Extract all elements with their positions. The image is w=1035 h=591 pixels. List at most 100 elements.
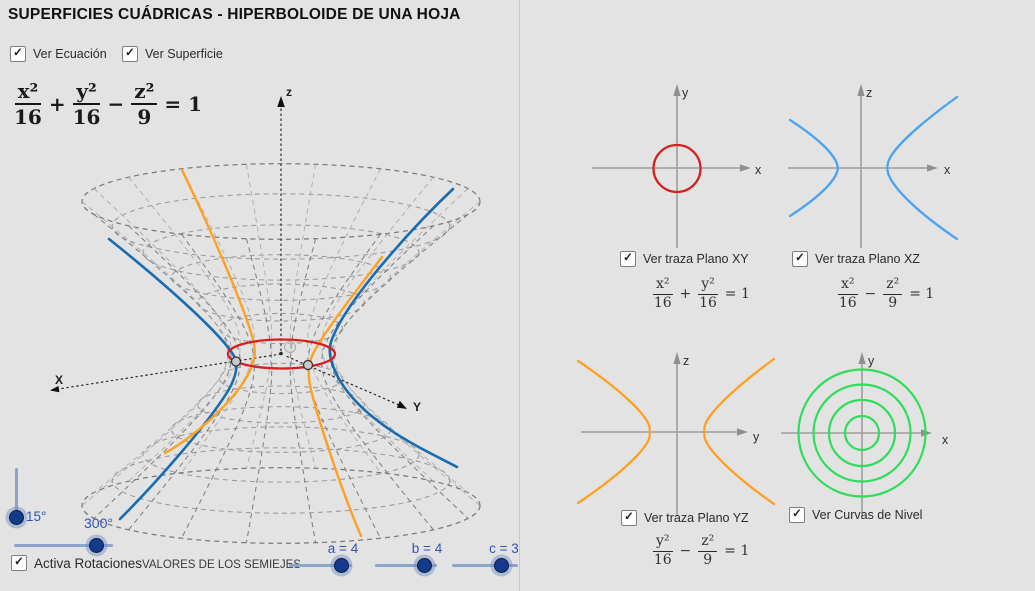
plot-level-curves: y x: [781, 352, 949, 516]
ver-superficie-checkbox[interactable]: ✓: [122, 46, 138, 62]
slider-b-track[interactable]: [375, 564, 437, 567]
y-axis-label: Y: [413, 400, 421, 414]
3d-view-hyperboloid[interactable]: z X Y: [0, 60, 520, 591]
main-eq-den1: 16: [14, 105, 42, 130]
checkmark-icon: ✓: [795, 251, 805, 264]
main-eq-num3: z²: [131, 80, 158, 106]
plot-xy-haxis-label: x: [755, 163, 762, 177]
page-title: SUPERFICIES CUÁDRICAS - HIPERBOLOIDE DE …: [8, 6, 461, 23]
waist-point-y[interactable]: [302, 359, 314, 371]
horizontal-rotation-slider-track[interactable]: [14, 544, 113, 547]
ver-traza-xz-checkbox[interactable]: ✓: [792, 251, 808, 267]
yz-trace-equation: y² 16 − z² 9 = 1: [651, 533, 754, 568]
checkbox-row-activa-rotaciones: ✓ Activa Rotaciones: [11, 555, 142, 571]
yz-eq-rhs: = 1: [724, 543, 750, 560]
slider-a-handle[interactable]: [334, 558, 349, 573]
ver-superficie-label: Ver Superficie: [145, 47, 223, 61]
plot-yz-vaxis-label: z: [683, 354, 689, 368]
level-curve-1: [843, 414, 881, 452]
plot-level-haxis-label: x: [942, 433, 949, 447]
ver-ecuacion-checkbox[interactable]: ✓: [10, 46, 26, 62]
main-equation: x² 16 + y² 16 − z² 9 = 1: [12, 80, 207, 129]
xy-eq-num2: y²: [698, 276, 718, 295]
xy-eq-op: +: [679, 286, 692, 303]
xy-eq-den2: 16: [699, 294, 717, 311]
main-eq-den2: 16: [72, 105, 101, 130]
ver-traza-yz-checkbox[interactable]: ✓: [621, 510, 637, 526]
activa-rotaciones-label: Activa Rotaciones: [34, 555, 143, 571]
xz-hyperbola-right-branch: [886, 95, 959, 241]
checkmark-icon: ✓: [125, 46, 135, 59]
trace-xy-waist-ellipse: [226, 338, 337, 370]
ver-traza-yz-label: Ver traza Plano YZ: [644, 511, 749, 525]
xz-eq-den1: 16: [838, 294, 857, 311]
level-curve-2: [827, 398, 897, 468]
xz-hyperbola-left-branch: [788, 118, 839, 218]
slider-c-track[interactable]: [452, 564, 518, 567]
x-axis-label: X: [55, 373, 63, 387]
level-curve-3: [812, 383, 912, 483]
axis-arrow-up-icon: [673, 84, 681, 96]
z-axis-arrow-icon: [277, 96, 285, 107]
yz-eq-op: −: [679, 543, 692, 560]
plot-yz: z y: [576, 352, 776, 516]
xz-eq-rhs: = 1: [909, 286, 935, 303]
ver-curvas-nivel-checkbox[interactable]: ✓: [789, 507, 805, 523]
yz-hyperbola-right-branch: [703, 357, 776, 506]
ver-ecuacion-label: Ver Ecuación: [33, 47, 107, 61]
vertical-rotation-slider-track[interactable]: [15, 468, 18, 518]
x-axis-line: [51, 353, 282, 391]
main-eq-num2: y²: [73, 80, 100, 106]
yz-eq-den2: 9: [703, 551, 713, 568]
xy-eq-num1: x²: [653, 276, 673, 295]
xz-eq-den2: 9: [888, 294, 898, 311]
vertical-rotation-slider-handle[interactable]: [9, 510, 24, 525]
slider-b-label: b = 4: [411, 541, 443, 556]
activa-rotaciones-checkbox[interactable]: ✓: [11, 555, 27, 571]
plot-yz-haxis-label: y: [753, 430, 760, 444]
main-eq-op2: −: [107, 92, 125, 117]
axis-arrow-right-icon: [740, 164, 751, 172]
plot-xy: y x: [592, 84, 762, 248]
checkbox-row-ver-ecuacion: ✓ Ver Ecuación: [10, 46, 107, 62]
xy-trace-circle: [652, 143, 702, 194]
slider-c-handle[interactable]: [494, 558, 509, 573]
y-axis-arrow-icon: [396, 400, 407, 409]
horizontal-rotation-slider-label: 300°: [84, 515, 113, 531]
z-axis-label: z: [286, 85, 292, 99]
ver-traza-xy-label: Ver traza Plano XY: [643, 252, 749, 266]
horizontal-rotation-slider-handle[interactable]: [89, 538, 104, 553]
yz-eq-num2: z²: [698, 533, 718, 552]
trace-xz-back-branch: [328, 187, 459, 469]
plot-level-vaxis-label: y: [868, 354, 875, 368]
checkbox-row-ver-superficie: ✓ Ver Superficie: [122, 46, 223, 62]
yz-eq-num1: y²: [653, 533, 673, 552]
xy-eq-den1: 16: [653, 294, 672, 311]
axis-arrow-up-icon: [673, 352, 681, 364]
axis-arrow-up-icon: [857, 84, 865, 96]
waist-point-x[interactable]: [230, 356, 242, 367]
xy-eq-rhs: = 1: [724, 286, 750, 303]
ver-curvas-nivel-label: Ver Curvas de Nivel: [812, 508, 923, 522]
x-axis-arrow-icon: [50, 385, 60, 393]
checkmark-icon: ✓: [624, 510, 634, 523]
plot-xz: z x: [788, 84, 959, 248]
xz-eq-op: −: [864, 286, 877, 303]
trace-xz-front-branch: [107, 237, 238, 521]
plot-xy-vaxis-label: y: [682, 86, 689, 100]
trace-yz-back-branch: [163, 168, 256, 455]
yz-hyperbola-left-branch: [576, 359, 651, 505]
xz-eq-num2: z²: [883, 276, 903, 295]
ghost-point: [284, 341, 296, 353]
slider-a-track[interactable]: [289, 564, 352, 567]
ver-traza-xy-checkbox[interactable]: ✓: [620, 251, 636, 267]
checkmark-icon: ✓: [14, 555, 24, 568]
slider-b-handle[interactable]: [417, 558, 432, 573]
ver-traza-xz-label: Ver traza Plano XZ: [815, 252, 920, 266]
xy-trace-equation: x² 16 + y² 16 = 1: [651, 276, 755, 311]
trace-yz-front-branch: [307, 255, 384, 538]
axis-arrow-right-icon: [737, 428, 748, 436]
checkbox-row-curvas-nivel: ✓ Ver Curvas de Nivel: [789, 507, 922, 523]
checkmark-icon: ✓: [13, 46, 23, 59]
main-eq-rhs: = 1: [164, 92, 202, 117]
